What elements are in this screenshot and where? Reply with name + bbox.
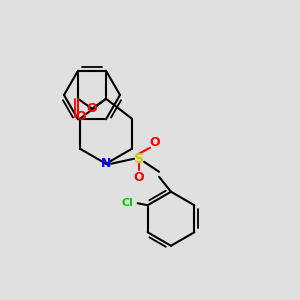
Text: S: S (134, 152, 144, 166)
Text: O: O (76, 110, 86, 123)
Text: O: O (134, 171, 144, 184)
Text: N: N (101, 157, 111, 170)
Text: O: O (150, 136, 160, 149)
Text: O: O (87, 102, 97, 115)
Text: Cl: Cl (122, 198, 134, 208)
